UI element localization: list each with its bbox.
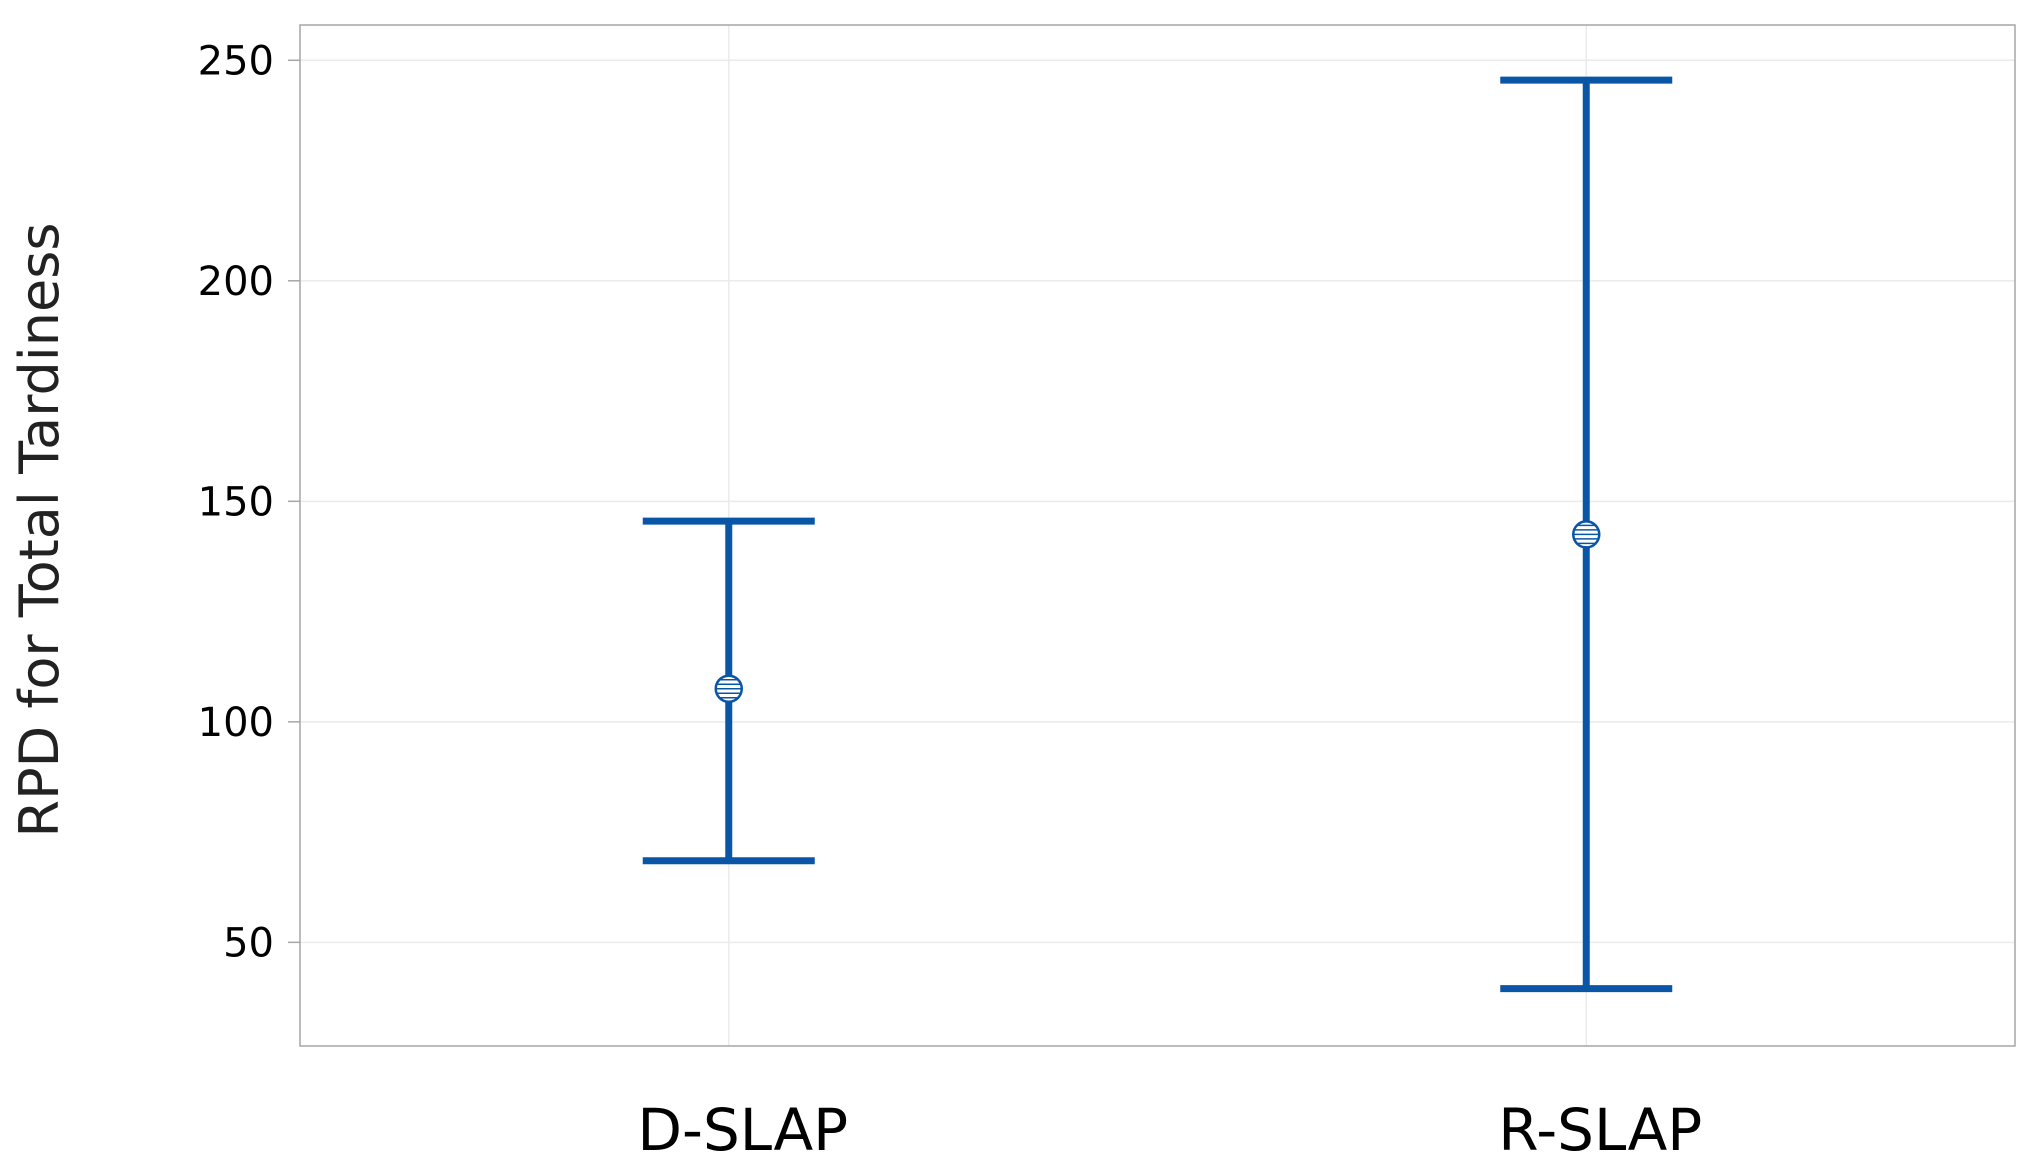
error-bar-d-slap (642, 517, 815, 865)
error-bars (642, 76, 1673, 993)
y-tick-label: 100 (198, 700, 274, 746)
x-tick-label: D-SLAP (637, 1096, 848, 1164)
x-tick-label: R-SLAP (1498, 1096, 1702, 1164)
y-axis: 50 100 150 200 250 (198, 38, 300, 966)
x-axis: D-SLAP R-SLAP (637, 1096, 1702, 1164)
y-tick-label: 250 (198, 38, 274, 84)
plot-area (299, 24, 2016, 1047)
y-tick-label: 50 (223, 920, 274, 966)
y-tick-label: 200 (198, 259, 274, 305)
grid-lines (300, 25, 2015, 1046)
y-axis-title: RPD for Total Tardiness (8, 223, 71, 838)
error-bar-r-slap (1500, 76, 1673, 993)
y-tick-label: 150 (198, 479, 274, 525)
